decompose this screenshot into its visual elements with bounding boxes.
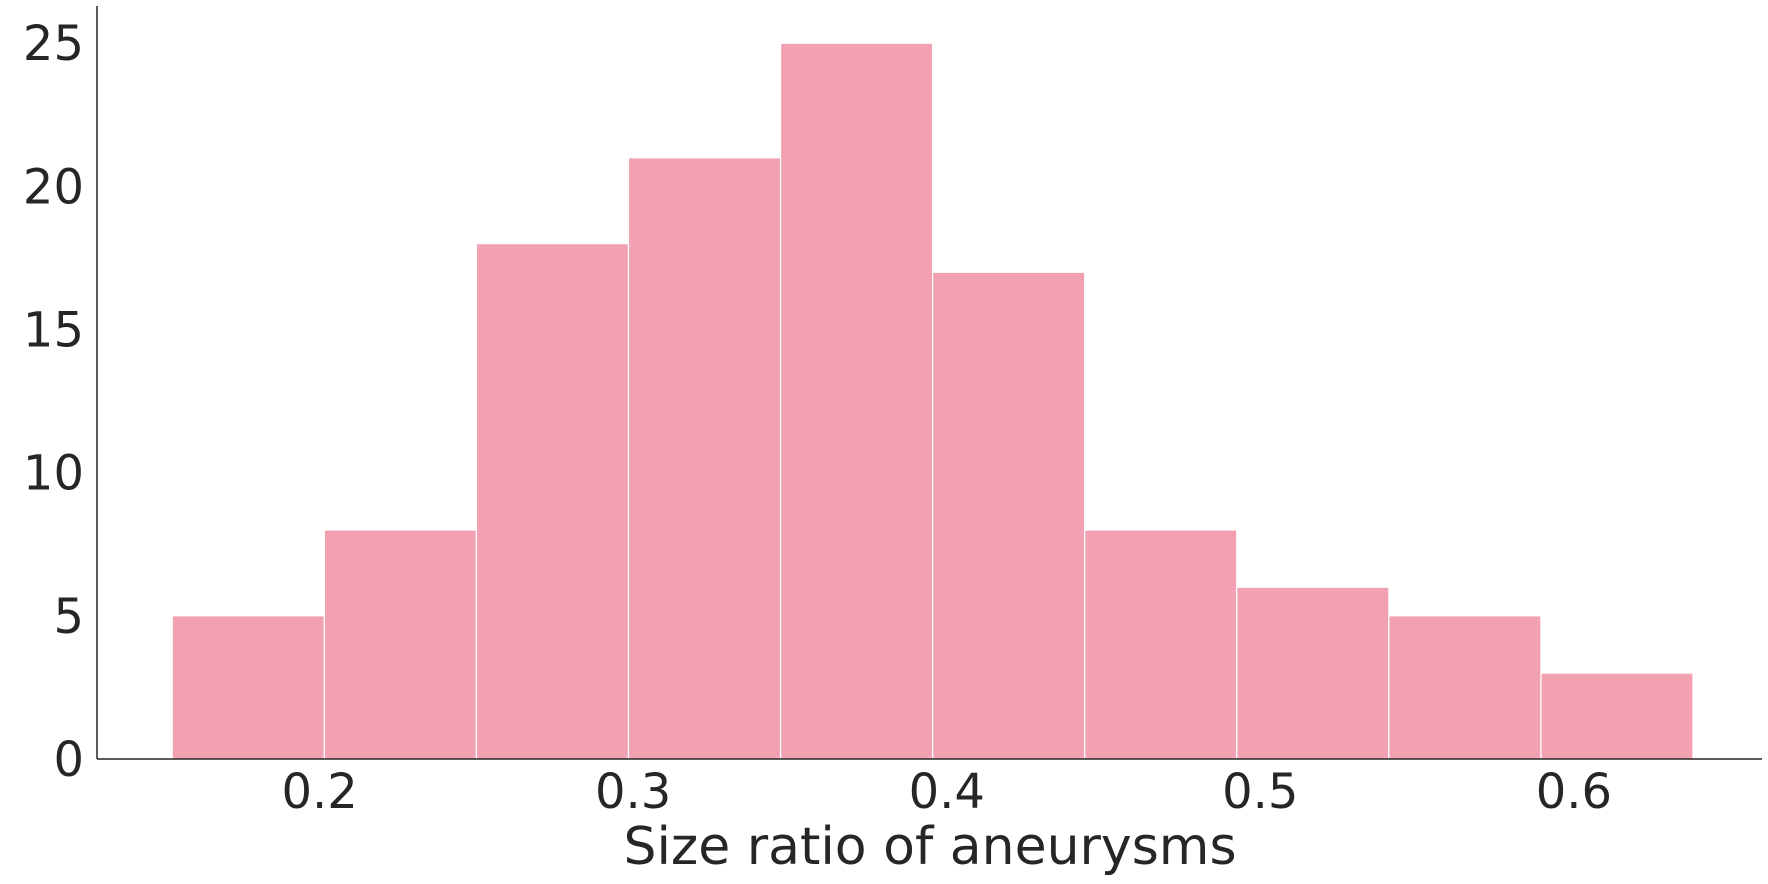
y-tick-label: 20 <box>23 159 84 215</box>
y-tick-label: 15 <box>23 303 84 359</box>
histogram-bar <box>627 157 782 760</box>
y-tick-label: 10 <box>23 446 84 502</box>
x-tick-label: 0.2 <box>281 764 357 820</box>
x-tick-label: 0.3 <box>595 764 671 820</box>
x-tick-label: 0.4 <box>909 764 985 820</box>
histogram-bar <box>171 615 325 760</box>
histogram-bar <box>932 271 1086 760</box>
x-axis-label: Size ratio of aneurysms <box>623 817 1236 877</box>
histogram-bar <box>475 243 630 760</box>
histogram-bar <box>323 529 478 760</box>
histogram-bar <box>1388 615 1542 760</box>
histogram-bar <box>1540 672 1694 760</box>
x-tick-labels: 0.2 0.3 0.4 0.5 0.6 <box>281 764 1612 820</box>
y-tick-label: 0 <box>53 732 84 788</box>
axes-group <box>96 6 1762 760</box>
x-tick-label: 0.5 <box>1222 764 1298 820</box>
bars-group <box>171 42 1694 760</box>
x-tick-label: 0.6 <box>1536 764 1612 820</box>
histogram-bar <box>1236 586 1390 760</box>
histogram-bar <box>779 42 934 760</box>
y-tick-label: 5 <box>53 589 84 645</box>
y-tick-labels: 0 5 10 15 20 25 <box>23 16 84 788</box>
histogram-bar <box>1084 529 1238 760</box>
y-tick-label: 25 <box>23 16 84 72</box>
